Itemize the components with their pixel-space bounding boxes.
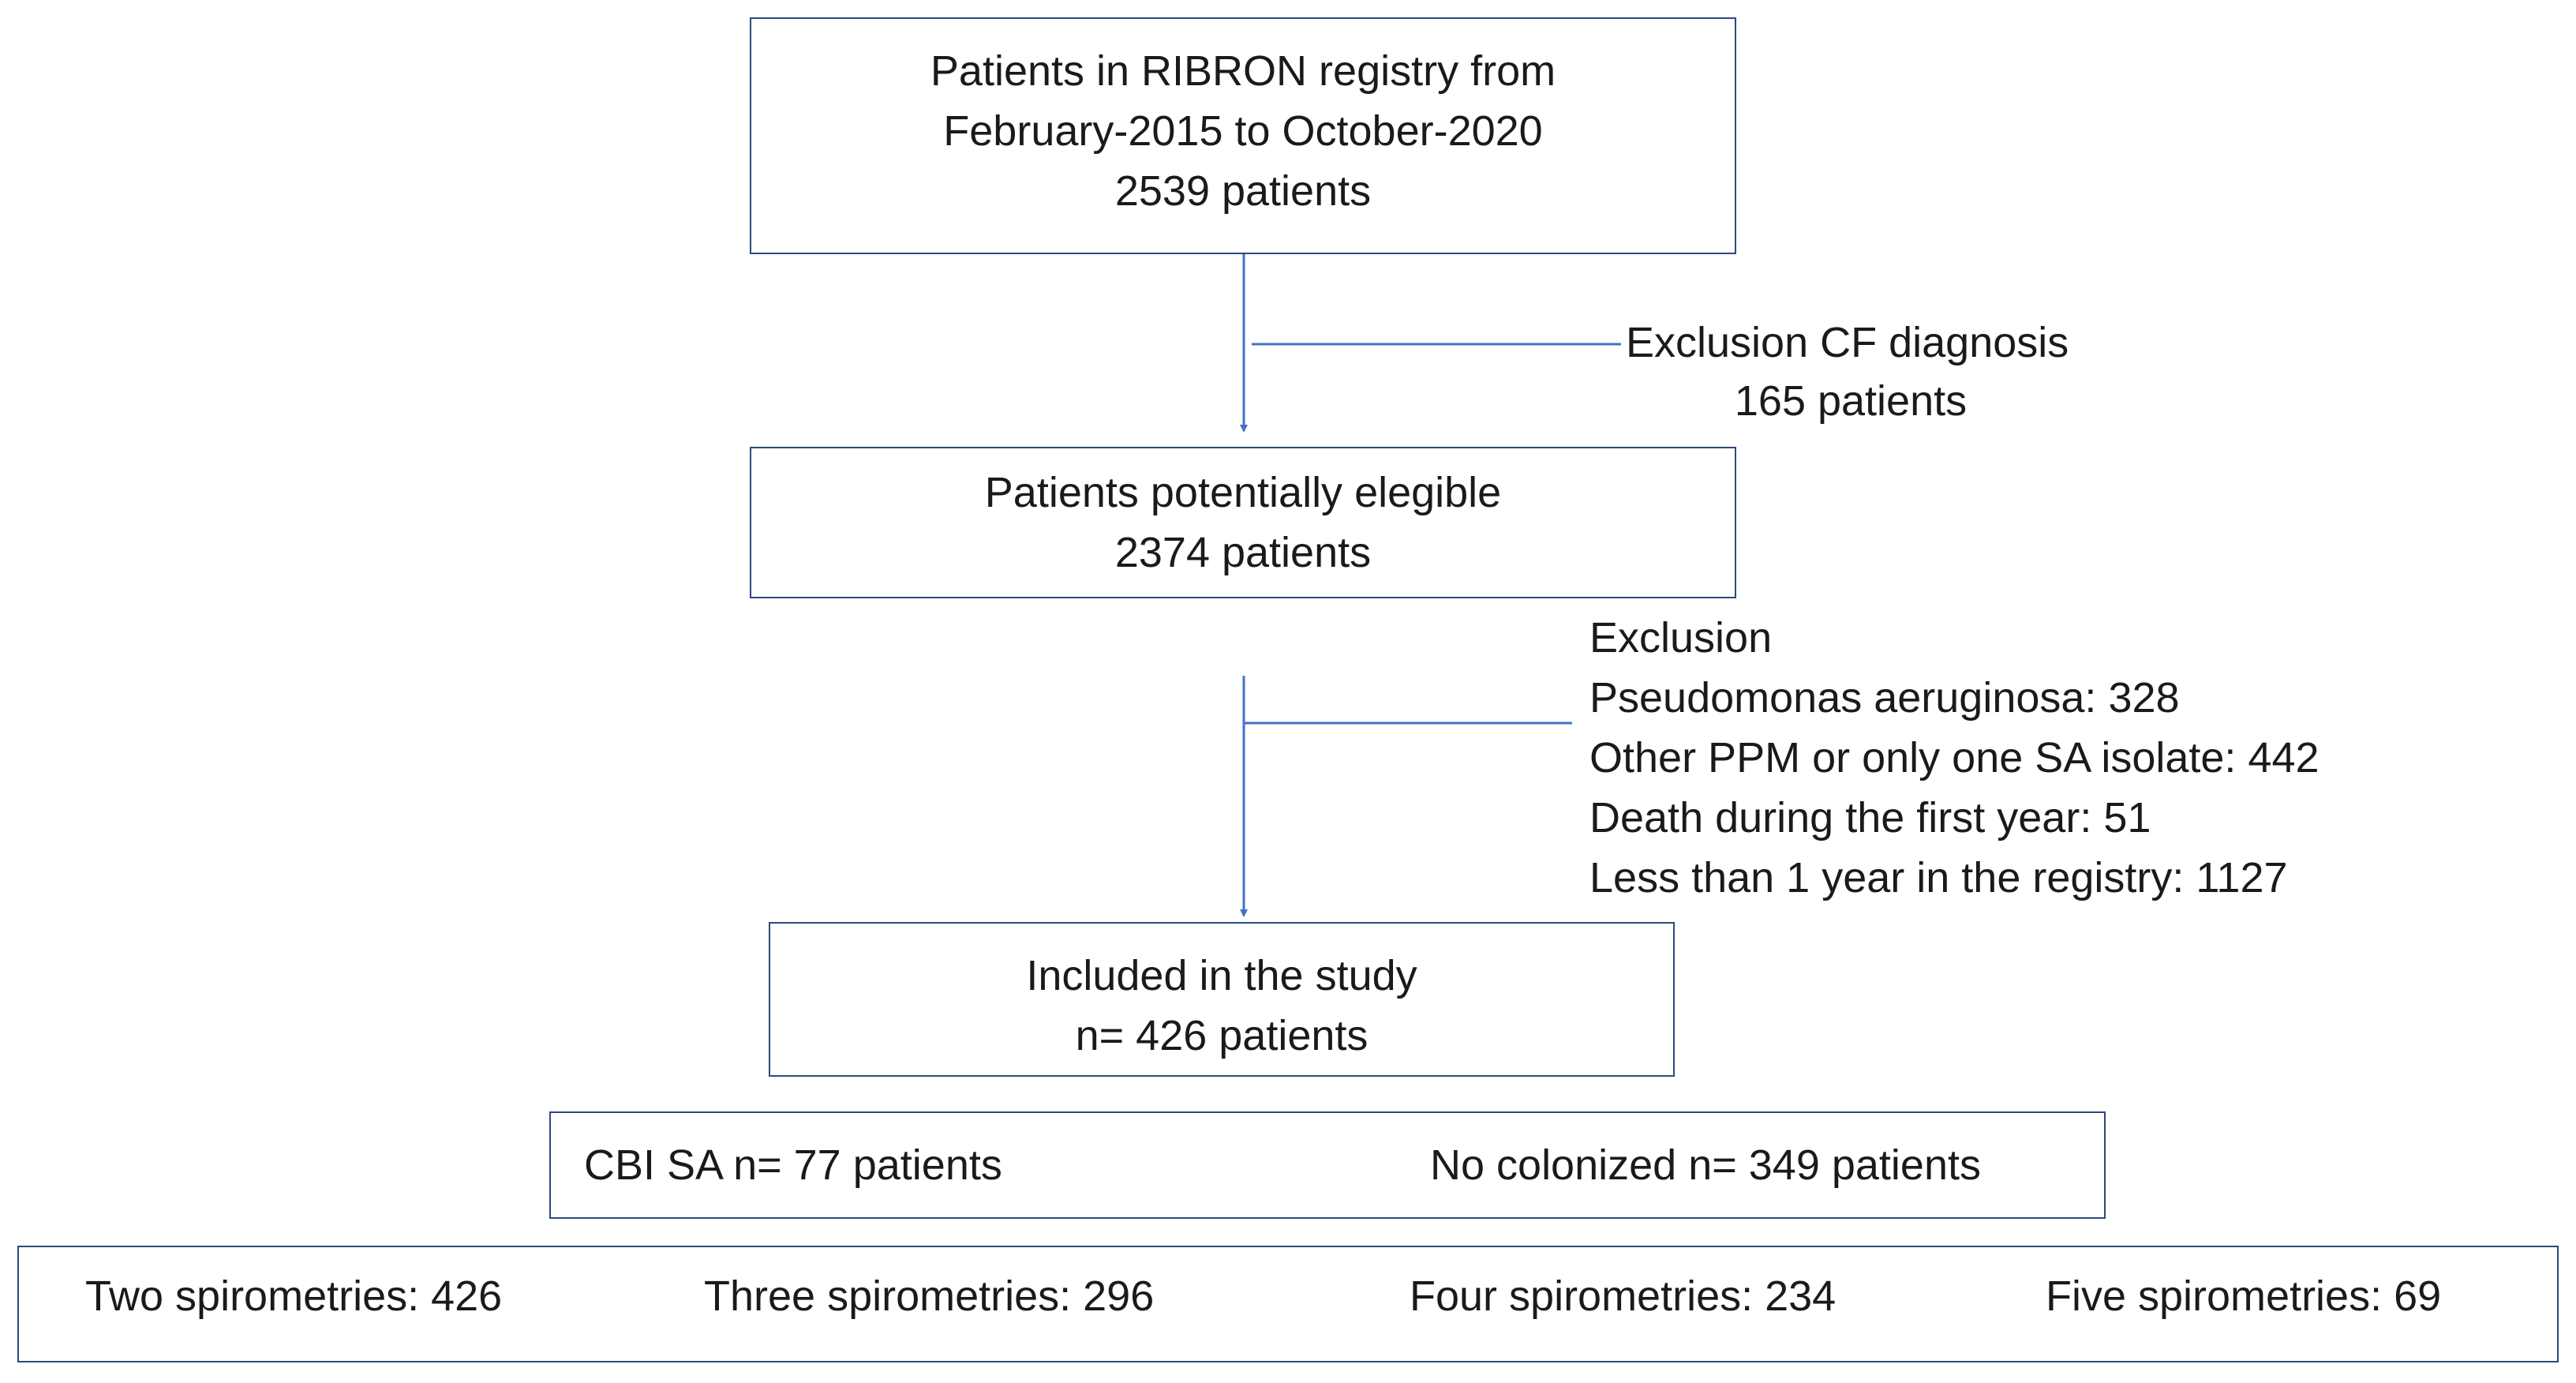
groups-box [549, 1111, 2106, 1219]
spirometries-item: Two spirometries: 426 [85, 1272, 503, 1320]
included-box-line2: n= 426 patients [1075, 1012, 1368, 1059]
spirometries-box [17, 1246, 2559, 1362]
exclusion2-item: Death during the first year: 51 [1589, 794, 2151, 841]
exclusion2-item: Pseudomonas aeruginosa: 328 [1589, 674, 2180, 721]
exclusion2-item: Less than 1 year in the registry: 1127 [1589, 854, 2288, 901]
registry-box [750, 17, 1736, 254]
included-box [769, 922, 1675, 1077]
registry-box-line1: Patients in RIBRON registry from [930, 47, 1556, 95]
cbi-sa-group: CBI SA n= 77 patients [584, 1141, 1002, 1189]
registry-box-line2: February-2015 to October-2020 [943, 107, 1543, 155]
exclusion1-title: Exclusion CF diagnosis [1626, 319, 2069, 366]
exclusion2-item: Other PPM or only one SA isolate: 442 [1589, 734, 2320, 781]
exclusion1-count: 165 patients [1734, 377, 1968, 425]
eligible-box [750, 447, 1736, 598]
exclusion2-title: Exclusion [1589, 614, 1773, 662]
eligible-box-line2: 2374 patients [1114, 529, 1372, 576]
registry-box-line3: 2539 patients [1114, 167, 1372, 215]
spirometries-item: Five spirometries: 69 [2046, 1272, 2442, 1320]
spirometries-item: Four spirometries: 234 [1410, 1272, 1837, 1320]
spirometries-item: Three spirometries: 296 [704, 1272, 1155, 1320]
eligible-box-line1: Patients potentially elegible [984, 469, 1502, 516]
included-box-line1: Included in the study [1026, 952, 1417, 999]
no-colonized-group: No colonized n= 349 patients [1430, 1141, 1981, 1189]
